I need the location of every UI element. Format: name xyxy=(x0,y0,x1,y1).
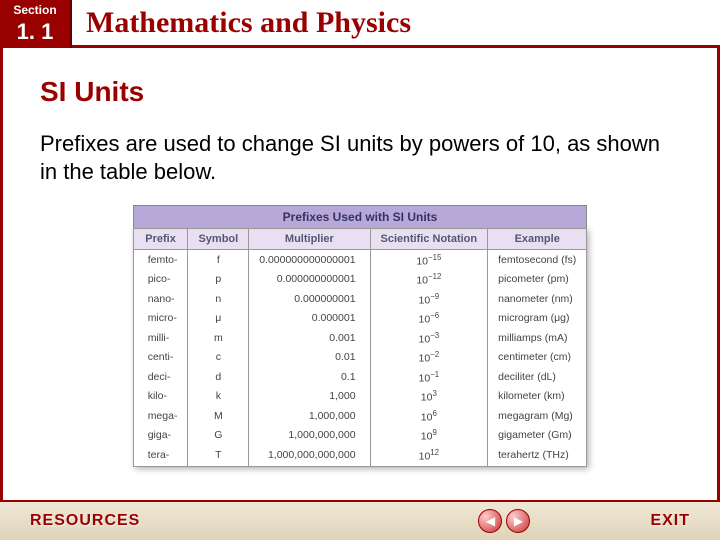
table-row: deci-d0.110−1deciliter (dL) xyxy=(133,367,587,387)
cell-symbol: c xyxy=(188,348,249,368)
cell-example: deciliter (dL) xyxy=(488,367,587,387)
cell-multiplier: 1,000,000 xyxy=(249,406,370,426)
content-area: SI Units Prefixes are used to change SI … xyxy=(40,60,680,467)
cell-symbol: G xyxy=(188,426,249,446)
cell-prefix: milli- xyxy=(133,328,188,348)
cell-example: kilometer (km) xyxy=(488,387,587,407)
exit-button[interactable]: EXIT xyxy=(650,512,690,530)
body-text: Prefixes are used to change SI units by … xyxy=(40,130,680,185)
col-prefix: Prefix xyxy=(133,229,188,250)
cell-prefix: nano- xyxy=(133,289,188,309)
cell-multiplier: 1,000 xyxy=(249,387,370,407)
col-symbol: Symbol xyxy=(188,229,249,250)
table-container: Prefixes Used with SI Units Prefix Symbo… xyxy=(40,205,680,467)
cell-example: gigameter (Gm) xyxy=(488,426,587,446)
table-header-row: Prefix Symbol Multiplier Scientific Nota… xyxy=(133,229,587,250)
cell-prefix: centi- xyxy=(133,348,188,368)
table-row: centi-c0.0110−2centimeter (cm) xyxy=(133,348,587,368)
cell-scientific: 10−9 xyxy=(370,289,488,309)
table-row: kilo-k1,000103kilometer (km) xyxy=(133,387,587,407)
chapter-title: Mathematics and Physics xyxy=(72,0,720,48)
table-caption: Prefixes Used with SI Units xyxy=(133,205,588,228)
cell-symbol: k xyxy=(188,387,249,407)
cell-multiplier: 0.000001 xyxy=(249,309,370,329)
next-button[interactable]: ▶ xyxy=(506,509,530,533)
prev-button[interactable]: ◀ xyxy=(478,509,502,533)
cell-scientific: 10−6 xyxy=(370,309,488,329)
cell-symbol: n xyxy=(188,289,249,309)
section-number: 1. 1 xyxy=(17,19,54,45)
cell-multiplier: 1,000,000,000,000 xyxy=(249,445,370,467)
cell-example: picometer (pm) xyxy=(488,270,587,290)
col-scientific: Scientific Notation xyxy=(370,229,488,250)
cell-example: milliamps (mA) xyxy=(488,328,587,348)
cell-scientific: 10−1 xyxy=(370,367,488,387)
cell-scientific: 10−3 xyxy=(370,328,488,348)
table-row: giga-G1,000,000,000109gigameter (Gm) xyxy=(133,426,587,446)
cell-prefix: giga- xyxy=(133,426,188,446)
cell-prefix: kilo- xyxy=(133,387,188,407)
cell-scientific: 1012 xyxy=(370,445,488,467)
cell-example: megagram (Mg) xyxy=(488,406,587,426)
table-row: tera-T1,000,000,000,0001012terahertz (TH… xyxy=(133,445,587,467)
cell-multiplier: 0.000000000000001 xyxy=(249,250,370,270)
cell-prefix: pico- xyxy=(133,270,188,290)
header: Section 1. 1 Mathematics and Physics xyxy=(0,0,720,48)
cell-symbol: m xyxy=(188,328,249,348)
cell-symbol: μ xyxy=(188,309,249,329)
nav-arrows: ◀ ▶ xyxy=(478,509,530,533)
cell-multiplier: 0.000000000001 xyxy=(249,270,370,290)
table-row: mega-M1,000,000106megagram (Mg) xyxy=(133,406,587,426)
table-row: nano-n0.00000000110−9nanometer (nm) xyxy=(133,289,587,309)
si-prefixes-table: Prefixes Used with SI Units Prefix Symbo… xyxy=(133,205,588,467)
cell-scientific: 109 xyxy=(370,426,488,446)
slide-subtitle: SI Units xyxy=(40,76,680,108)
cell-multiplier: 1,000,000,000 xyxy=(249,426,370,446)
cell-prefix: femto- xyxy=(133,250,188,270)
cell-scientific: 10−2 xyxy=(370,348,488,368)
cell-symbol: M xyxy=(188,406,249,426)
cell-example: centimeter (cm) xyxy=(488,348,587,368)
cell-prefix: tera- xyxy=(133,445,188,467)
table-row: pico-p0.00000000000110−12picometer (pm) xyxy=(133,270,587,290)
cell-multiplier: 0.01 xyxy=(249,348,370,368)
section-badge: Section 1. 1 xyxy=(0,0,72,48)
cell-prefix: deci- xyxy=(133,367,188,387)
cell-example: microgram (μg) xyxy=(488,309,587,329)
cell-example: femtosecond (fs) xyxy=(488,250,587,270)
table-row: femto-f0.00000000000000110−15femtosecond… xyxy=(133,250,587,270)
cell-scientific: 10−12 xyxy=(370,270,488,290)
table-row: micro-μ0.00000110−6microgram (μg) xyxy=(133,309,587,329)
section-label: Section xyxy=(13,3,56,17)
cell-multiplier: 0.000000001 xyxy=(249,289,370,309)
cell-multiplier: 0.1 xyxy=(249,367,370,387)
cell-multiplier: 0.001 xyxy=(249,328,370,348)
col-example: Example xyxy=(488,229,587,250)
cell-example: nanometer (nm) xyxy=(488,289,587,309)
cell-scientific: 10−15 xyxy=(370,250,488,270)
cell-symbol: d xyxy=(188,367,249,387)
cell-symbol: f xyxy=(188,250,249,270)
resources-button[interactable]: RESOURCES xyxy=(30,512,140,530)
cell-symbol: p xyxy=(188,270,249,290)
footer-bar: RESOURCES ◀ ▶ EXIT xyxy=(0,500,720,540)
cell-prefix: mega- xyxy=(133,406,188,426)
cell-prefix: micro- xyxy=(133,309,188,329)
cell-example: terahertz (THz) xyxy=(488,445,587,467)
cell-symbol: T xyxy=(188,445,249,467)
cell-scientific: 106 xyxy=(370,406,488,426)
table-row: milli-m0.00110−3milliamps (mA) xyxy=(133,328,587,348)
col-multiplier: Multiplier xyxy=(249,229,370,250)
cell-scientific: 103 xyxy=(370,387,488,407)
